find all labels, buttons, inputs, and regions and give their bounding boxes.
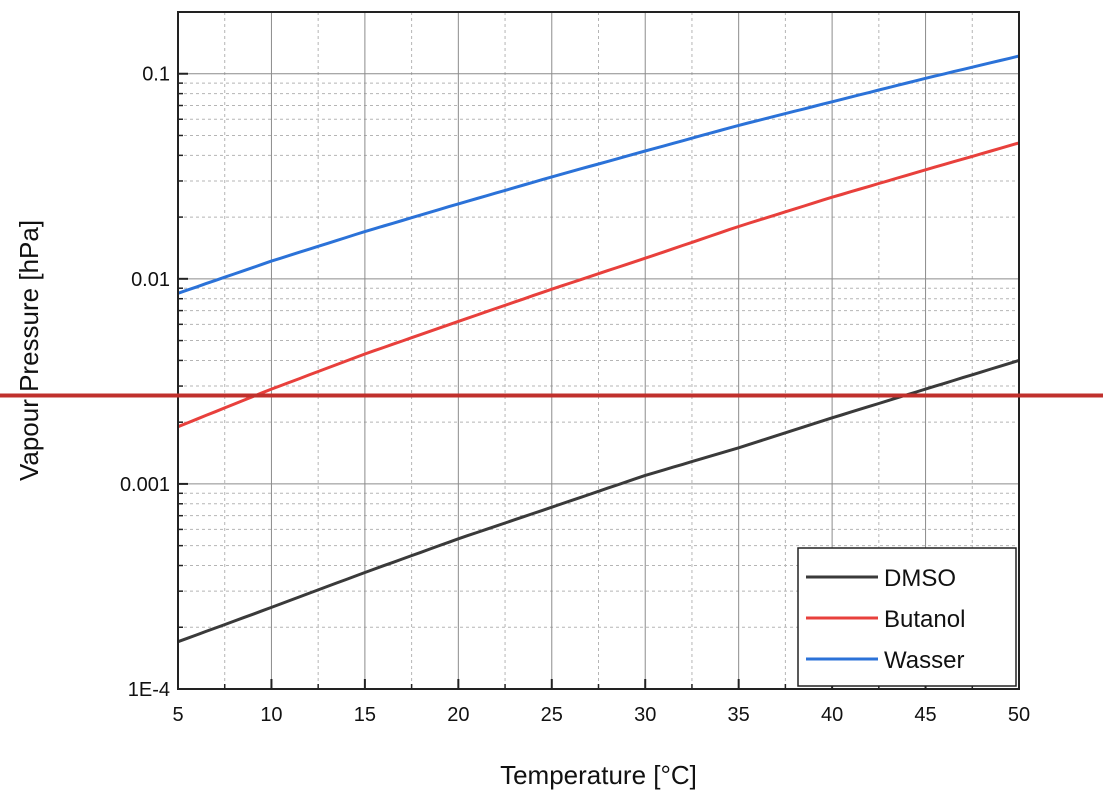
- series-line-dmso: [177, 358, 1020, 644]
- x-tick-label: 50: [1008, 704, 1030, 726]
- x-tick-label: 30: [634, 704, 656, 726]
- x-tick-label: 40: [821, 704, 843, 726]
- series-line-butanol: [177, 141, 1020, 429]
- x-tick-label: 25: [541, 704, 563, 726]
- y-tick-label: 0.1: [142, 64, 170, 86]
- x-axis-title: Temperature [°C]: [500, 760, 697, 790]
- x-tick-label: 5: [172, 704, 183, 726]
- legend-label-wasser: Wasser: [884, 647, 964, 674]
- x-tick-label: 45: [914, 704, 936, 726]
- legend-label-dmso: DMSO: [884, 565, 956, 592]
- x-tick-label: 20: [447, 704, 469, 726]
- x-tick-labels: 5 10 15 20 25 30 35 40 45 50: [172, 704, 1030, 726]
- series-lines: [177, 54, 1020, 644]
- y-tick-label: 0.001: [120, 474, 170, 496]
- y-tick-labels: 1E-4 0.001 0.01 0.1: [120, 64, 170, 701]
- y-tick-label: 1E-4: [128, 679, 170, 701]
- axis-ticks: [177, 72, 1020, 690]
- legend-label-butanol: Butanol: [884, 606, 965, 633]
- legend: DMSO Butanol Wasser: [797, 547, 1017, 687]
- y-tick-label: 0.01: [131, 269, 170, 291]
- series-line-wasser: [177, 54, 1020, 295]
- x-tick-label: 35: [728, 704, 750, 726]
- x-tick-label: 15: [354, 704, 376, 726]
- y-axis-title: Vapour Pressure [hPa]: [14, 220, 44, 481]
- x-tick-label: 10: [260, 704, 282, 726]
